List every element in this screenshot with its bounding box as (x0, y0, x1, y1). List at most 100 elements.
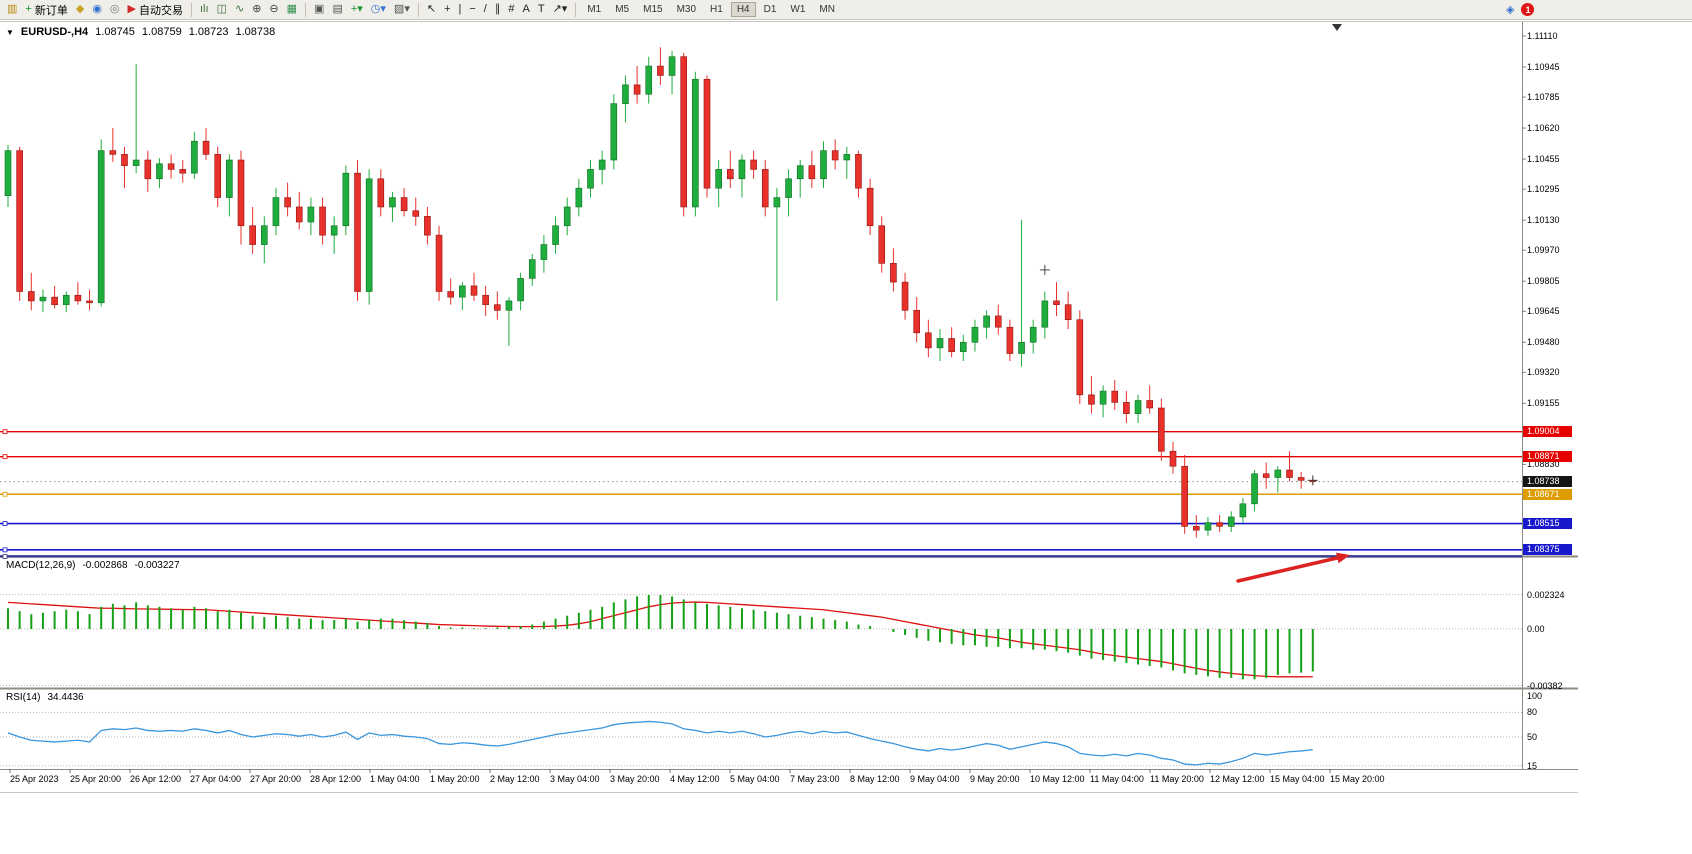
candlestick-chart-icon-glyph: ◫ (216, 3, 227, 15)
add-indicator-dropdown[interactable]: +▾ (348, 3, 366, 16)
period-dropdown[interactable]: ◷▾ (368, 3, 389, 16)
notification-badge[interactable]: 1 (1521, 3, 1535, 16)
horizontal-line-icon-glyph: − (469, 3, 476, 15)
timeframe-w1[interactable]: W1 (790, 4, 806, 15)
new-chart-icon[interactable]: ▥ (4, 3, 20, 16)
macd-main-value: -0.002868 (82, 560, 128, 571)
timeframe-mn[interactable]: MN (819, 4, 835, 15)
charts-grid-icon[interactable]: ▣ (311, 3, 327, 16)
charts-list-icon-glyph: ▤ (332, 3, 343, 15)
template-dropdown-glyph: ▨▾ (393, 3, 410, 15)
fibonacci-icon-glyph: # (508, 3, 515, 15)
new-order-button-glyph: + (25, 3, 32, 15)
bar-chart-icon-glyph: ılı (200, 3, 209, 15)
ohlc-high: 1.08759 (141, 26, 182, 38)
toolbar-separator (575, 2, 577, 17)
candles (4, 47, 1317, 538)
timeframe-m15[interactable]: M15 (643, 4, 663, 15)
template-dropdown[interactable]: ▨▾ (391, 3, 413, 16)
trend-arrow-head (1336, 552, 1350, 564)
cursor-icon[interactable]: ↖ (424, 3, 439, 16)
chart-header: ▼ EURUSD-,H4 1.08745 1.08759 1.08723 1.0… (6, 26, 275, 38)
toolbar-right-group: ◈ 1 (1506, 3, 1535, 16)
panel-borders (0, 21, 1692, 793)
cursor-icon-glyph: ↖ (426, 3, 437, 15)
period-dropdown-glyph: ◷▾ (370, 3, 386, 15)
crosshair-icon[interactable]: + (441, 3, 453, 16)
ohlc-low: 1.08723 (188, 26, 229, 38)
bar-chart-icon[interactable]: ılı (197, 3, 212, 16)
timeframe-m5[interactable]: M5 (615, 4, 630, 15)
timeframe-m30[interactable]: M30 (676, 4, 697, 15)
rsi-panel (0, 711, 1522, 767)
horizontal-line-icon[interactable]: − (466, 3, 478, 16)
zoom-out-icon-glyph: ⊖ (269, 3, 279, 15)
annotations[interactable] (1039, 24, 1350, 583)
market-watch-icon[interactable]: ◉ (89, 3, 105, 16)
market-watch-icon-glyph: ◉ (92, 3, 102, 15)
text-icon[interactable]: A (519, 3, 532, 16)
rsi-value: 34.4436 (47, 692, 84, 703)
candlestick-chart-icon[interactable]: ◫ (214, 3, 230, 16)
new-order-button[interactable]: + 新订单 (22, 1, 70, 19)
macd-label: MACD(12,26,9) -0.002868 -0.003227 (6, 560, 180, 571)
line-chart-icon[interactable]: ∿ (232, 3, 247, 16)
line-chart-icon-glyph: ∿ (234, 3, 245, 15)
timeframe-m1[interactable]: M1 (587, 4, 602, 15)
toolbar: ▥ + 新订单 ◆ ◉ ◎ ▶ 自动交易 ılı ◫ ∿ ⊕ ⊖ ▦ ▣ ▤ +▾ ◷▾ ▨▾ ↖ + | − / ∥ # A T ↗▾… (0, 0, 1692, 20)
navigator-icon-glyph: ◎ (109, 3, 120, 15)
timeframe-h1[interactable]: H1 (710, 4, 723, 15)
zoom-in-icon[interactable]: ⊕ (249, 3, 264, 16)
text-icon-glyph: A (522, 3, 530, 15)
macd-signal-value: -0.003227 (134, 560, 180, 571)
charts-list-icon[interactable]: ▤ (329, 3, 345, 16)
horizontal-lines[interactable] (0, 429, 1522, 559)
zoom-in-icon-glyph: ⊕ (252, 3, 262, 15)
search-icon[interactable]: ◈ (1506, 4, 1515, 16)
objects-marker-icon: ▼ (6, 27, 14, 37)
macd-panel (0, 594, 1522, 687)
vertical-line-icon[interactable]: | (456, 3, 465, 16)
new-chart-icon-glyph: ▥ (7, 3, 18, 15)
macd-histogram (7, 594, 1314, 680)
fibonacci-icon[interactable]: # (505, 3, 517, 16)
toolbar-separator (305, 2, 307, 17)
crosshair-icon-glyph: + (444, 3, 451, 15)
toolbar-separator (191, 2, 192, 17)
chart-shift-marker (1332, 24, 1342, 31)
chart-profiles-icon-glyph: ◆ (75, 3, 85, 15)
ohlc-open: 1.08745 (95, 26, 135, 38)
rsi-label: RSI(14) 34.4436 (6, 692, 84, 703)
autotrade-button-label: 自动交易 (139, 4, 183, 17)
macd-indicator-name: MACD(12,26,9) (6, 560, 76, 571)
rsi-line (7, 720, 1313, 766)
label-icon-glyph: T (537, 3, 545, 15)
tile-windows-icon[interactable]: ▦ (284, 3, 300, 16)
ohlc-close: 1.08738 (235, 26, 276, 38)
channel-icon-glyph: ∥ (494, 3, 501, 15)
charts-grid-icon-glyph: ▣ (314, 3, 325, 15)
rsi-indicator-name: RSI(14) (6, 692, 41, 703)
toolbar-separator (417, 2, 419, 17)
trendline-icon-glyph: / (483, 3, 487, 15)
trendline-icon[interactable]: / (481, 3, 490, 16)
add-indicator-dropdown-glyph: +▾ (350, 3, 363, 15)
vertical-line-icon-glyph: | (458, 3, 462, 15)
timeframe-d1[interactable]: D1 (763, 4, 777, 15)
tile-windows-icon-glyph: ▦ (286, 3, 298, 15)
chart-profiles-icon[interactable]: ◆ (73, 3, 87, 16)
navigator-icon[interactable]: ◎ (107, 3, 123, 16)
autotrade-button-glyph: ▶ (127, 3, 136, 15)
label-icon[interactable]: T (535, 3, 548, 16)
channel-icon[interactable]: ∥ (492, 3, 504, 16)
new-order-button-label: 新订单 (34, 4, 68, 17)
autotrade-button[interactable]: ▶ 自动交易 (125, 1, 186, 19)
timeframe-h4[interactable]: H4 (730, 2, 756, 17)
arrows-dropdown-glyph: ↗▾ (552, 3, 568, 15)
trend-arrow (1236, 555, 1343, 583)
zoom-out-icon[interactable]: ⊖ (266, 3, 281, 16)
arrows-dropdown[interactable]: ↗▾ (550, 3, 571, 16)
chart-symbol-period: EURUSD-,H4 (20, 26, 89, 38)
